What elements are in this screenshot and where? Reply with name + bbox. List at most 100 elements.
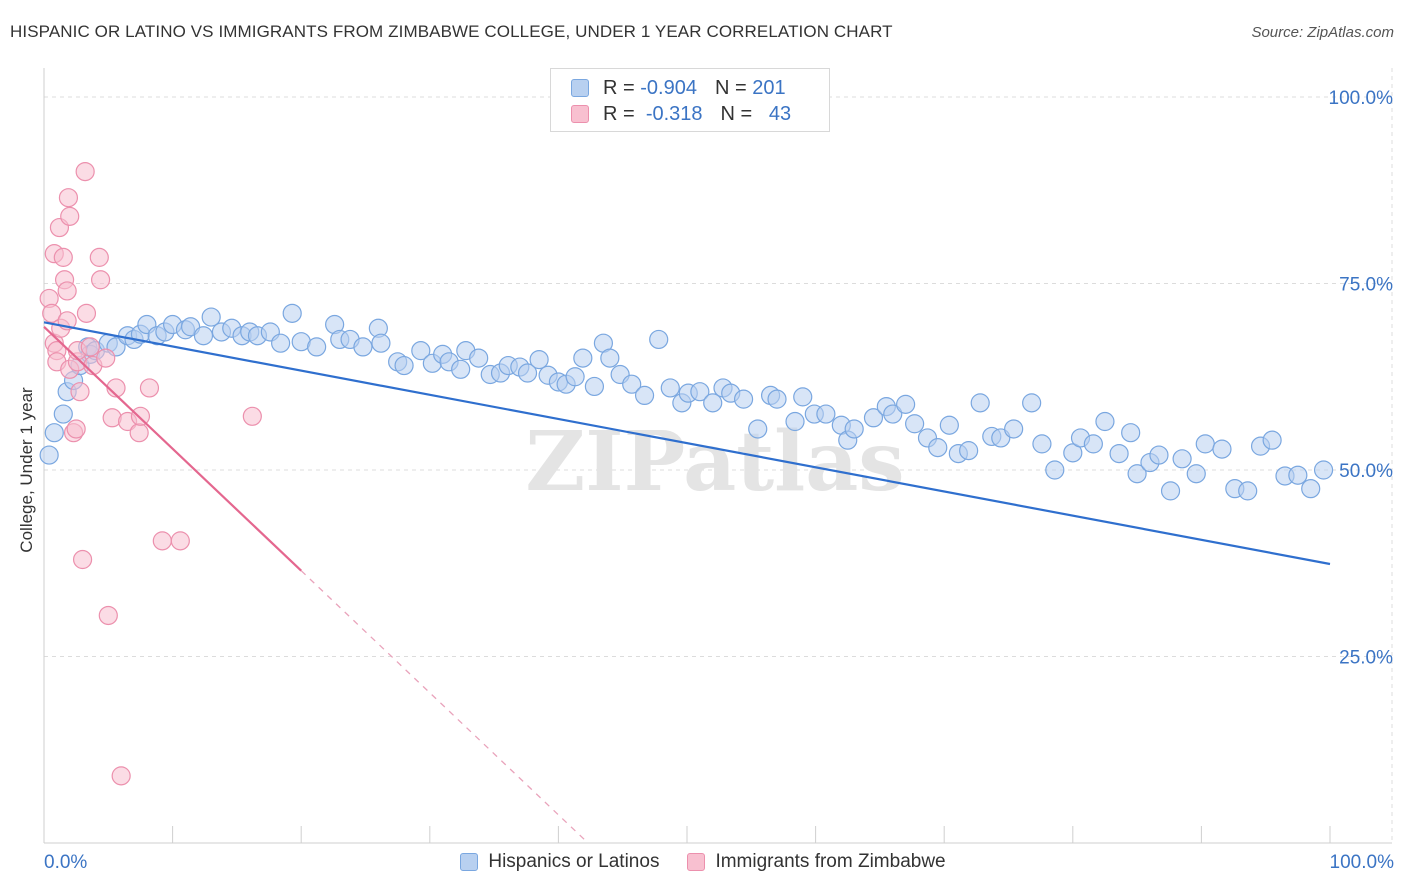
- data-point: [80, 337, 100, 357]
- data-point: [1195, 434, 1215, 454]
- data-point: [44, 423, 64, 443]
- r-value: -0.904: [640, 76, 697, 99]
- data-point: [394, 355, 414, 376]
- y-tick-label: 25.0%: [1339, 648, 1393, 669]
- stats-row-hispanics: R = -0.904 N = 201: [571, 75, 786, 101]
- legend-item-hispanics[interactable]: Hispanics or Latinos: [460, 851, 659, 873]
- data-point: [130, 406, 151, 426]
- data-points: [39, 162, 1334, 786]
- source-label: Source: ZipAtlas.com: [1251, 24, 1394, 41]
- chart-title: HISPANIC OR LATINO VS IMMIGRANTS FROM ZI…: [10, 22, 893, 41]
- y-tick-label: 50.0%: [1339, 461, 1393, 482]
- data-point: [565, 367, 585, 387]
- data-point: [451, 359, 471, 379]
- r-label: R =: [603, 102, 635, 125]
- data-point: [1004, 419, 1024, 439]
- data-point: [517, 363, 538, 383]
- n-value: 43: [768, 102, 792, 125]
- data-point: [1083, 434, 1103, 454]
- data-point: [98, 605, 118, 626]
- data-point: [469, 348, 489, 368]
- data-point: [1032, 434, 1052, 454]
- data-point: [690, 382, 710, 402]
- data-point: [1172, 449, 1192, 469]
- data-point: [883, 404, 903, 424]
- data-point: [170, 531, 190, 551]
- data-point: [201, 307, 221, 327]
- data-point: [844, 419, 864, 439]
- data-point: [733, 389, 754, 409]
- data-point: [939, 415, 959, 435]
- data-point: [1095, 411, 1115, 432]
- data-point: [600, 348, 620, 368]
- data-point: [660, 378, 680, 398]
- data-point: [634, 385, 655, 405]
- data-point: [39, 445, 59, 465]
- trend-line: [43, 321, 1331, 566]
- y-tick-labels: 25.0% 50.0% 75.0% 100.0%: [1329, 88, 1394, 669]
- data-point: [152, 531, 172, 551]
- data-point: [90, 270, 111, 290]
- n-label: N =: [720, 102, 753, 125]
- y-tick-label: 100.0%: [1329, 88, 1394, 109]
- data-point: [1313, 460, 1334, 480]
- data-point: [959, 441, 979, 461]
- data-point: [371, 333, 391, 353]
- y-axis-label: College, Under 1 year: [17, 387, 36, 553]
- data-point: [785, 411, 805, 432]
- data-point: [1288, 465, 1308, 485]
- data-point: [72, 549, 93, 570]
- data-point: [584, 376, 605, 397]
- n-label: N =: [714, 76, 747, 99]
- n-value: 201: [752, 76, 786, 99]
- legend-label: Hispanics or Latinos: [488, 851, 660, 872]
- data-point: [1022, 393, 1042, 413]
- data-point: [139, 378, 160, 398]
- data-point: [1262, 430, 1282, 450]
- data-point: [57, 281, 77, 301]
- data-point: [970, 393, 990, 413]
- data-point: [129, 423, 149, 443]
- data-point: [111, 766, 131, 786]
- data-point: [70, 382, 90, 402]
- data-point: [1301, 479, 1321, 499]
- legend-item-zimbabwe[interactable]: Immigrants from Zimbabwe: [687, 851, 946, 873]
- data-point: [863, 408, 884, 428]
- r-label: R =: [603, 76, 635, 99]
- data-point: [66, 419, 86, 439]
- zimbabwe-swatch: [571, 105, 589, 123]
- data-point: [649, 329, 669, 350]
- data-point: [573, 348, 593, 368]
- data-point: [1212, 439, 1232, 459]
- y-tick-label: 75.0%: [1339, 275, 1393, 296]
- data-point: [529, 349, 549, 370]
- data-point: [896, 394, 916, 414]
- data-point: [1109, 443, 1129, 464]
- trend-line: [43, 325, 302, 572]
- data-point: [1063, 443, 1083, 463]
- data-point: [928, 438, 948, 458]
- stats-legend: R = -0.904 N = 201 R = -0.318 N = 43: [550, 68, 830, 132]
- x-tick-label-max: 100.0%: [1329, 852, 1394, 873]
- data-point: [53, 247, 73, 267]
- data-point: [282, 303, 302, 323]
- data-point: [1127, 464, 1147, 484]
- data-point: [767, 389, 787, 409]
- data-point: [75, 162, 95, 182]
- data-point: [271, 333, 291, 353]
- data-point: [905, 414, 925, 434]
- data-point: [1238, 481, 1258, 501]
- data-point: [53, 404, 73, 424]
- data-point: [58, 188, 79, 208]
- stats-row-zimbabwe: R = -0.318 N = 43: [571, 101, 791, 127]
- data-point: [1045, 460, 1065, 480]
- grid-lines: [44, 68, 1393, 843]
- data-point: [42, 303, 62, 323]
- data-point: [96, 348, 116, 368]
- trend-lines: [43, 321, 1331, 840]
- data-point: [60, 206, 80, 226]
- hispanics-legend-swatch: [460, 853, 479, 871]
- data-point: [307, 337, 327, 357]
- hispanics-swatch: [571, 79, 589, 97]
